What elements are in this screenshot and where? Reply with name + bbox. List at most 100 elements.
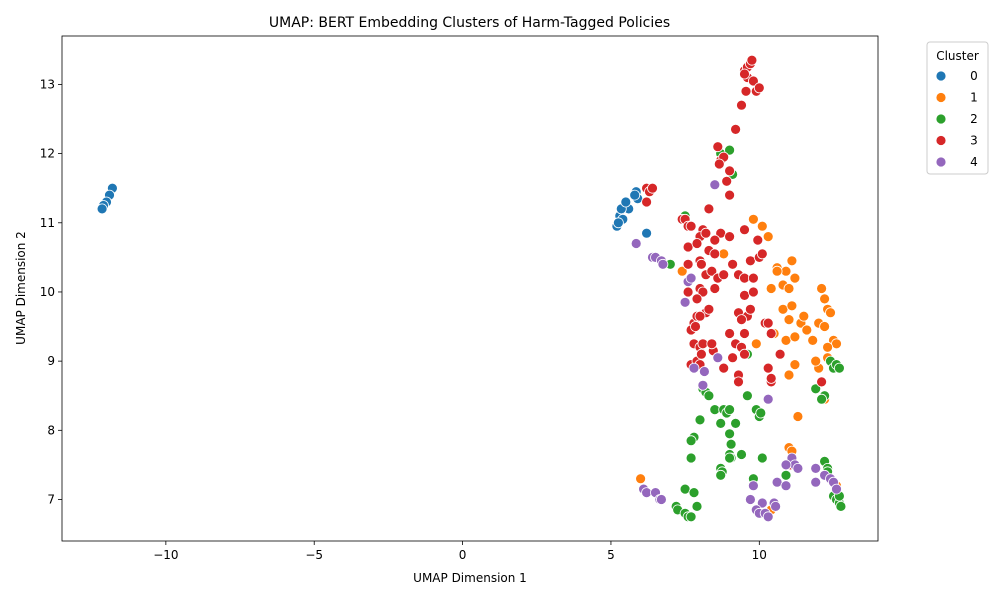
data-point [712, 141, 724, 153]
data-point [819, 293, 830, 305]
x-tick-label: 5 [607, 548, 615, 562]
legend-title: Cluster [936, 49, 979, 63]
legend-label: 2 [970, 112, 978, 126]
data-point [748, 272, 759, 284]
data-point [696, 348, 707, 360]
data-point [718, 248, 730, 260]
data-point [786, 255, 798, 267]
data-point [762, 317, 774, 329]
data-point [715, 469, 727, 481]
data-point [748, 213, 759, 225]
data-point [746, 54, 758, 66]
data-point [712, 352, 724, 364]
data-point [739, 348, 750, 360]
data-point [777, 303, 789, 315]
data-point [835, 500, 847, 512]
data-point [765, 283, 777, 294]
data-point [816, 376, 827, 388]
data-point [685, 220, 697, 232]
legend-label: 1 [970, 91, 978, 105]
data-point [697, 379, 709, 391]
data-point [706, 265, 718, 277]
data-point [691, 500, 703, 512]
data-point [810, 383, 822, 395]
data-point [825, 307, 836, 319]
x-tick-label: 0 [459, 548, 467, 562]
data-point [690, 321, 701, 332]
data-point [694, 310, 706, 322]
chart-title: UMAP: BERT Embedding Clusters of Harm-Ta… [269, 15, 670, 31]
data-point [756, 452, 768, 464]
x-tick-label: −10 [153, 548, 178, 562]
data-point [771, 476, 783, 488]
data-point [96, 203, 108, 215]
legend-label: 0 [970, 69, 978, 83]
data-point [679, 296, 691, 308]
data-point [694, 414, 706, 426]
data-point [682, 286, 694, 298]
y-axis-ticks: 7 8 9 10 11 12 13 [40, 77, 62, 506]
legend-label: 4 [970, 155, 978, 169]
plot-area [61, 35, 879, 542]
data-point [718, 362, 730, 374]
data-point [703, 390, 715, 402]
x-tick-label: 10 [752, 548, 767, 562]
series-cluster-4 [630, 179, 842, 523]
data-point [713, 158, 725, 170]
data-point [740, 85, 752, 97]
x-axis-ticks: −10 −5 0 5 10 [153, 541, 767, 562]
legend-item-3: 3 [935, 134, 978, 148]
data-point [709, 248, 721, 260]
data-point [810, 476, 822, 488]
data-point [730, 123, 741, 135]
data-point [685, 272, 697, 284]
data-point [724, 428, 735, 440]
data-point [629, 189, 641, 201]
data-point [691, 238, 703, 249]
y-tick-label: 8 [47, 423, 55, 437]
data-point [739, 289, 750, 301]
data-point [831, 338, 842, 350]
data-point [762, 231, 774, 243]
data-point [756, 497, 768, 509]
data-point [736, 99, 747, 111]
data-point [762, 362, 774, 374]
y-tick-label: 12 [40, 147, 55, 161]
legend: Cluster 0 1 2 3 4 [926, 41, 989, 175]
data-point [786, 300, 798, 312]
data-point [816, 283, 827, 294]
data-point [831, 483, 842, 495]
data-point [762, 511, 774, 523]
data-point [789, 272, 801, 284]
data-point [724, 452, 735, 464]
data-point [756, 248, 768, 260]
data-point [725, 438, 737, 450]
data-point [765, 328, 777, 339]
y-tick-label: 10 [40, 285, 55, 299]
legend-marker [935, 113, 947, 125]
data-point [810, 355, 822, 367]
data-point [750, 338, 762, 350]
plot-frame [61, 35, 879, 542]
data-point [709, 234, 721, 246]
data-point [691, 293, 703, 305]
legend-marker [935, 156, 947, 168]
data-point [647, 182, 658, 194]
data-point [780, 265, 792, 277]
data-point [739, 68, 750, 80]
data-point [696, 258, 707, 270]
data-point [780, 334, 792, 346]
data-point [613, 217, 624, 229]
data-point [748, 480, 759, 492]
data-point [730, 417, 741, 429]
legend-item-4: 4 [935, 155, 978, 169]
data-point [724, 165, 735, 177]
data-point [657, 258, 669, 270]
data-point [682, 258, 694, 270]
data-point [656, 494, 667, 505]
data-point [727, 352, 738, 364]
data-point [715, 417, 727, 429]
legend-marker [935, 92, 947, 103]
data-point [697, 286, 709, 298]
